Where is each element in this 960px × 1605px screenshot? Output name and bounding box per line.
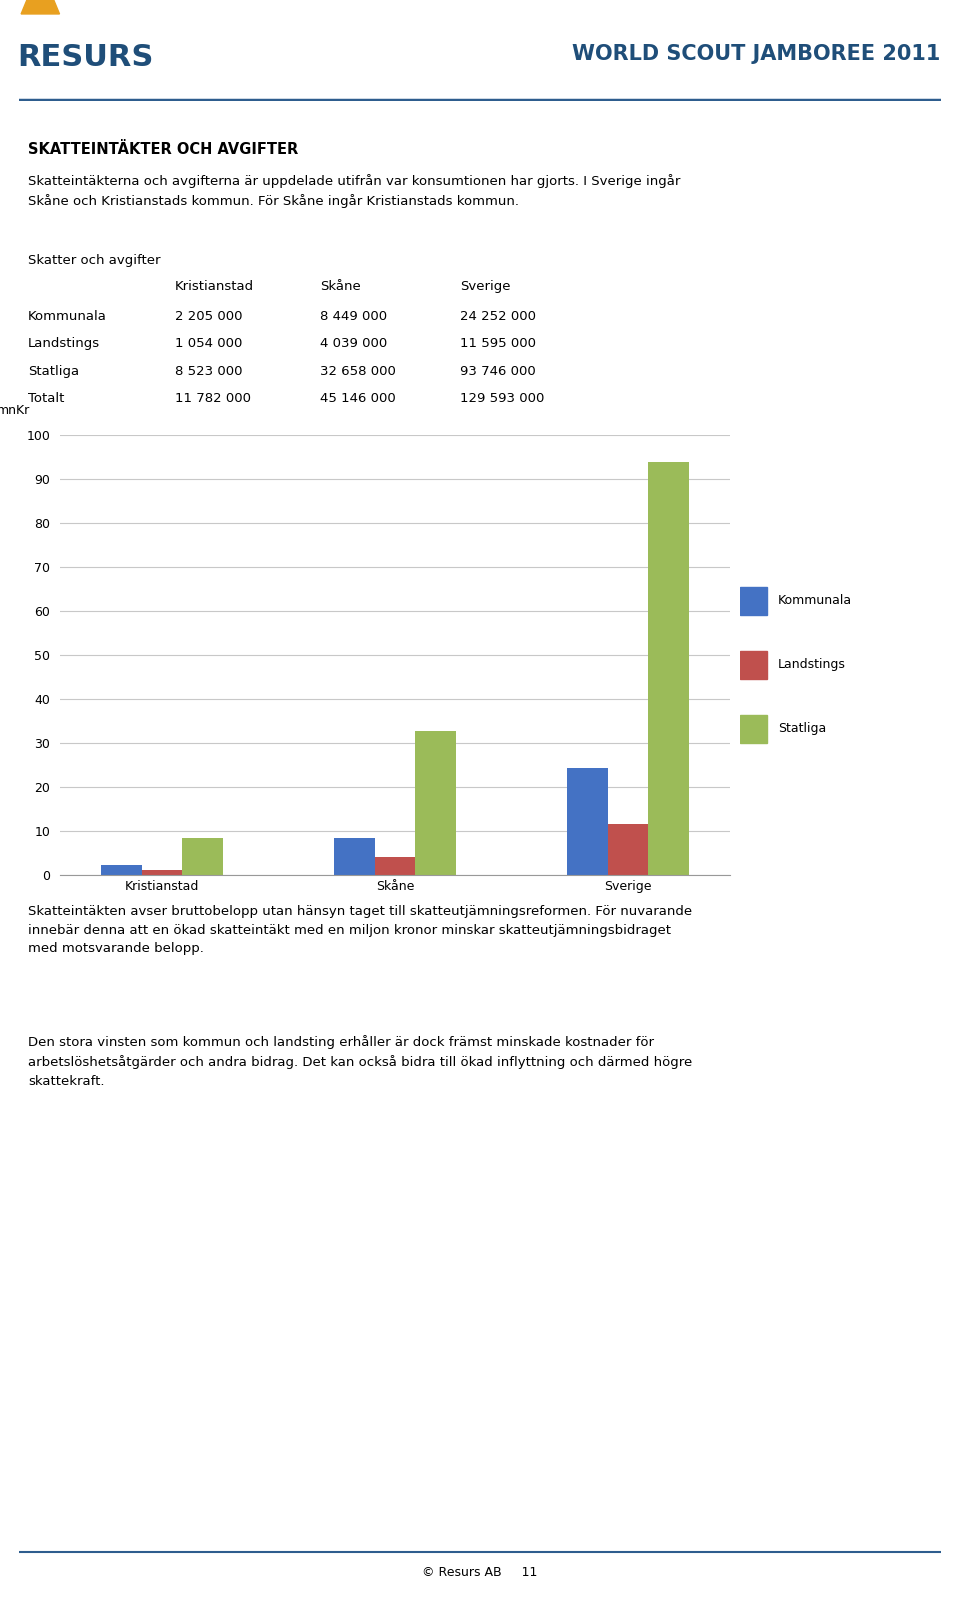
Text: Skåne: Skåne: [320, 279, 361, 292]
Text: WORLD SCOUT JAMBOREE 2011: WORLD SCOUT JAMBOREE 2011: [572, 43, 941, 64]
Bar: [416, 732, 456, 875]
Text: Skatteintäkterna och avgifterna är uppdelade utifrån var konsumtionen har gjorts: Skatteintäkterna och avgifterna är uppde…: [28, 175, 681, 209]
Text: 8 523 000: 8 523 000: [175, 364, 243, 377]
Y-axis label: mnKr: mnKr: [0, 404, 30, 417]
Text: Landstings: Landstings: [778, 658, 846, 671]
Bar: [740, 652, 767, 679]
Text: Totalt: Totalt: [28, 392, 64, 404]
Text: 11 595 000: 11 595 000: [460, 337, 536, 350]
Text: 1 054 000: 1 054 000: [175, 337, 242, 350]
Text: Skatteintäkten avser bruttobelopp utan hänsyn taget till skatteutjämningsreforme: Skatteintäkten avser bruttobelopp utan h…: [28, 905, 692, 955]
Bar: [608, 823, 648, 875]
Bar: [141, 870, 182, 875]
Text: 129 593 000: 129 593 000: [460, 392, 544, 404]
Text: Kommunala: Kommunala: [778, 594, 852, 607]
Text: Kristianstad: Kristianstad: [175, 279, 254, 292]
Bar: [566, 769, 608, 875]
Bar: [101, 865, 141, 875]
Text: Statliga: Statliga: [778, 722, 827, 735]
Text: Statliga: Statliga: [28, 364, 79, 377]
Text: SKATTEINTÄKTER OCH AVGIFTER: SKATTEINTÄKTER OCH AVGIFTER: [28, 143, 299, 157]
Text: Kommunala: Kommunala: [28, 310, 107, 323]
Text: 4 039 000: 4 039 000: [320, 337, 387, 350]
Text: 32 658 000: 32 658 000: [320, 364, 396, 377]
Text: 45 146 000: 45 146 000: [320, 392, 396, 404]
Bar: [648, 462, 689, 875]
Bar: [740, 714, 767, 743]
Text: Skatter och avgifter: Skatter och avgifter: [28, 255, 160, 268]
Bar: [374, 857, 416, 875]
Text: RESURS: RESURS: [17, 43, 154, 72]
Text: Den stora vinsten som kommun och landsting erhåller är dock främst minskade kost: Den stora vinsten som kommun och landsti…: [28, 1035, 692, 1088]
Bar: [182, 838, 223, 875]
Text: 11 782 000: 11 782 000: [175, 392, 251, 404]
Bar: [334, 838, 374, 875]
Text: 24 252 000: 24 252 000: [460, 310, 536, 323]
Polygon shape: [21, 0, 60, 14]
Text: 2 205 000: 2 205 000: [175, 310, 243, 323]
Bar: [740, 587, 767, 615]
Text: Landstings: Landstings: [28, 337, 100, 350]
Text: © Resurs AB     11: © Resurs AB 11: [422, 1566, 538, 1579]
Text: 93 746 000: 93 746 000: [460, 364, 536, 377]
Text: 8 449 000: 8 449 000: [320, 310, 387, 323]
Text: Sverige: Sverige: [460, 279, 511, 292]
